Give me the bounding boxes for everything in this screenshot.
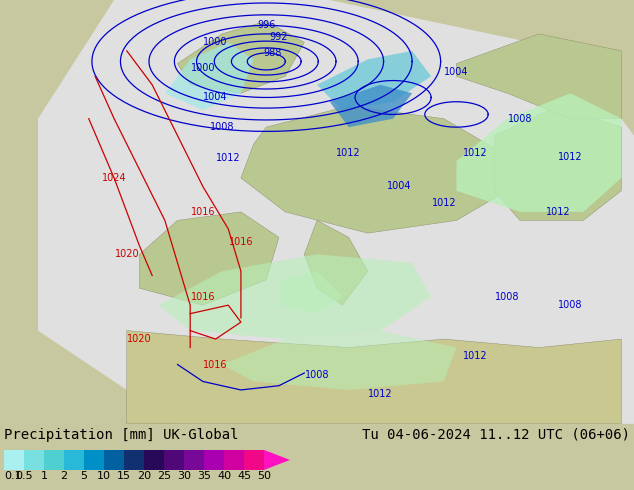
Text: 1020: 1020	[115, 249, 139, 259]
Text: 35: 35	[197, 471, 211, 481]
Bar	[144, 450, 164, 470]
Polygon shape	[127, 331, 621, 424]
Bar	[64, 450, 84, 470]
Polygon shape	[264, 450, 290, 470]
Text: 5: 5	[81, 471, 87, 481]
Polygon shape	[139, 212, 279, 305]
Text: 1012: 1012	[432, 198, 456, 208]
Text: 1012: 1012	[546, 207, 570, 217]
Text: 1004: 1004	[387, 181, 411, 192]
Bar	[84, 450, 104, 470]
Text: 1012: 1012	[463, 351, 488, 361]
Text: 2: 2	[60, 471, 68, 481]
Polygon shape	[158, 254, 431, 339]
Text: 988: 988	[264, 48, 281, 58]
Text: 1008: 1008	[495, 292, 519, 302]
Text: 1012: 1012	[337, 147, 361, 158]
Polygon shape	[495, 106, 621, 220]
Text: 1016: 1016	[229, 237, 253, 246]
Bar	[244, 450, 264, 470]
Text: 15: 15	[117, 471, 131, 481]
Text: Tu 04-06-2024 11..12 UTC (06+06): Tu 04-06-2024 11..12 UTC (06+06)	[362, 428, 630, 442]
Bar	[4, 450, 24, 470]
Text: 20: 20	[137, 471, 151, 481]
Polygon shape	[330, 85, 412, 127]
Text: 1008: 1008	[305, 370, 329, 380]
Polygon shape	[241, 106, 507, 233]
Text: 1: 1	[41, 471, 48, 481]
Text: 1004: 1004	[204, 93, 228, 102]
Polygon shape	[456, 93, 621, 212]
Text: 1016: 1016	[191, 292, 215, 302]
Polygon shape	[222, 331, 456, 390]
Polygon shape	[317, 51, 431, 110]
Text: 30: 30	[177, 471, 191, 481]
Bar	[204, 450, 224, 470]
Text: 1012: 1012	[463, 147, 488, 158]
Text: 50: 50	[257, 471, 271, 481]
Bar	[124, 450, 144, 470]
Text: 1020: 1020	[127, 334, 152, 344]
Polygon shape	[304, 220, 368, 305]
Text: 1000: 1000	[191, 63, 215, 73]
Text: 1008: 1008	[559, 300, 583, 310]
Polygon shape	[38, 0, 634, 424]
Text: 10: 10	[97, 471, 111, 481]
Polygon shape	[456, 34, 621, 119]
Polygon shape	[279, 271, 342, 314]
Text: 40: 40	[217, 471, 231, 481]
Polygon shape	[178, 21, 304, 93]
Text: 1024: 1024	[102, 173, 126, 183]
Text: 25: 25	[157, 471, 171, 481]
Bar	[224, 450, 244, 470]
Text: 996: 996	[257, 21, 275, 30]
Text: 1008: 1008	[210, 122, 234, 132]
Text: 1004: 1004	[444, 67, 469, 77]
Text: 0.1: 0.1	[4, 471, 22, 481]
Bar	[104, 450, 124, 470]
Text: 1012: 1012	[368, 389, 392, 399]
Text: 0.5: 0.5	[15, 471, 33, 481]
Text: 1016: 1016	[191, 207, 215, 217]
Text: 1012: 1012	[559, 152, 583, 162]
Text: 992: 992	[269, 32, 288, 42]
Polygon shape	[165, 43, 254, 110]
Bar	[184, 450, 204, 470]
Bar	[24, 450, 44, 470]
Text: 1016: 1016	[204, 360, 228, 369]
Text: Precipitation [mm] UK-Global: Precipitation [mm] UK-Global	[4, 428, 238, 442]
Bar	[164, 450, 184, 470]
Text: 45: 45	[237, 471, 251, 481]
Text: 1008: 1008	[508, 114, 532, 123]
Text: 1000: 1000	[204, 37, 228, 48]
Text: 1012: 1012	[216, 153, 240, 163]
Bar	[44, 450, 64, 470]
